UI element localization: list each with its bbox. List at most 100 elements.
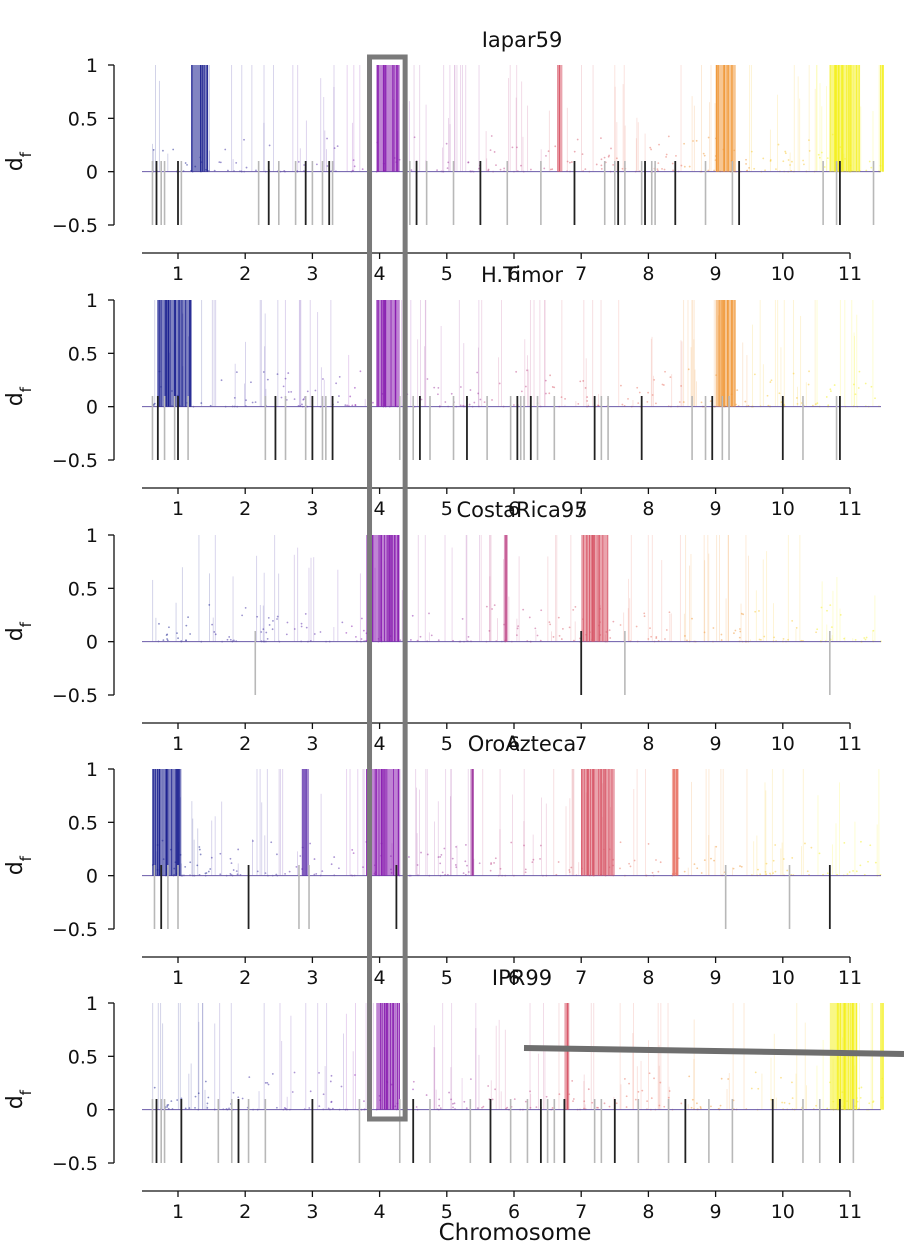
data-point bbox=[337, 867, 340, 870]
data-point bbox=[291, 1091, 294, 1093]
data-point bbox=[646, 1100, 649, 1103]
data-point bbox=[468, 403, 471, 406]
data-point bbox=[306, 390, 309, 393]
data-point bbox=[760, 638, 762, 641]
data-point bbox=[858, 1087, 861, 1090]
y-tick-label: 0 bbox=[86, 632, 98, 654]
data-point bbox=[539, 844, 542, 847]
data-point bbox=[166, 1106, 169, 1108]
data-point bbox=[489, 869, 492, 872]
data-point bbox=[608, 1105, 611, 1108]
data-point bbox=[664, 370, 666, 373]
data-point bbox=[493, 151, 496, 153]
data-point bbox=[859, 864, 862, 867]
data-point bbox=[275, 873, 278, 876]
data-point bbox=[189, 633, 192, 635]
data-point bbox=[255, 169, 257, 172]
data-point bbox=[720, 633, 723, 636]
data-point bbox=[865, 636, 868, 639]
data-point bbox=[226, 638, 229, 641]
data-point bbox=[572, 1098, 575, 1100]
data-point bbox=[803, 163, 805, 166]
data-point bbox=[703, 631, 706, 634]
data-point bbox=[444, 401, 447, 403]
data-point bbox=[672, 169, 675, 172]
data-point bbox=[769, 159, 772, 161]
data-point bbox=[467, 871, 470, 873]
data-point bbox=[290, 390, 293, 393]
data-point bbox=[491, 1098, 494, 1101]
data-point bbox=[712, 627, 715, 629]
data-point bbox=[858, 1107, 860, 1110]
data-point bbox=[235, 870, 238, 873]
data-point bbox=[245, 399, 247, 402]
data-point bbox=[433, 386, 436, 389]
data-point bbox=[361, 168, 364, 171]
data-point bbox=[490, 862, 493, 864]
data-point bbox=[439, 862, 442, 865]
data-point bbox=[208, 604, 211, 606]
data-point bbox=[733, 632, 735, 635]
y-tick-label: 0.5 bbox=[68, 1046, 98, 1068]
data-point bbox=[420, 851, 422, 854]
data-point bbox=[420, 398, 423, 401]
data-point bbox=[349, 395, 352, 398]
data-point bbox=[265, 631, 268, 634]
data-point bbox=[326, 165, 329, 167]
data-point bbox=[557, 861, 560, 863]
introgression-block bbox=[880, 65, 884, 172]
data-point bbox=[545, 154, 547, 157]
data-point bbox=[782, 160, 785, 163]
data-point bbox=[341, 621, 344, 624]
data-point bbox=[207, 870, 210, 873]
data-point bbox=[338, 395, 340, 397]
data-point bbox=[443, 847, 446, 850]
data-point bbox=[791, 857, 794, 859]
data-point bbox=[796, 397, 798, 399]
data-point bbox=[647, 843, 650, 845]
data-point bbox=[185, 624, 188, 627]
data-point bbox=[336, 145, 339, 147]
data-point bbox=[262, 371, 265, 373]
data-point bbox=[186, 163, 188, 166]
data-point bbox=[791, 160, 793, 163]
data-point bbox=[612, 163, 615, 166]
data-point bbox=[848, 871, 851, 873]
x-tick-label: 4 bbox=[374, 967, 386, 989]
data-point bbox=[467, 635, 470, 638]
data-point bbox=[829, 604, 832, 607]
data-point bbox=[615, 1102, 618, 1105]
data-point bbox=[516, 146, 518, 149]
data-point bbox=[675, 155, 677, 157]
data-point bbox=[445, 142, 448, 145]
data-point bbox=[603, 1102, 606, 1105]
data-point bbox=[459, 404, 462, 407]
data-point bbox=[204, 1080, 207, 1083]
data-point bbox=[172, 148, 175, 151]
data-point bbox=[209, 868, 212, 870]
data-point bbox=[333, 147, 336, 150]
data-point bbox=[584, 168, 587, 171]
y-tick-label: −0.5 bbox=[52, 919, 98, 941]
x-tick-label: 4 bbox=[374, 498, 386, 520]
data-point bbox=[548, 392, 551, 395]
data-point bbox=[739, 865, 741, 867]
data-point bbox=[540, 609, 543, 612]
data-point bbox=[463, 1100, 466, 1103]
data-point bbox=[649, 627, 651, 630]
data-point bbox=[855, 870, 858, 873]
x-tick-label: 3 bbox=[306, 967, 318, 989]
data-point bbox=[286, 621, 289, 624]
panel-title: Iapar59 bbox=[482, 28, 563, 52]
data-point bbox=[352, 852, 355, 855]
data-point bbox=[199, 853, 202, 856]
data-point bbox=[184, 1107, 187, 1110]
data-point bbox=[653, 378, 656, 381]
data-point bbox=[647, 638, 650, 640]
data-point bbox=[770, 1098, 773, 1101]
data-point bbox=[506, 1106, 509, 1109]
data-point bbox=[671, 162, 674, 165]
y-axis-label: df bbox=[3, 621, 35, 641]
data-point bbox=[469, 389, 472, 391]
